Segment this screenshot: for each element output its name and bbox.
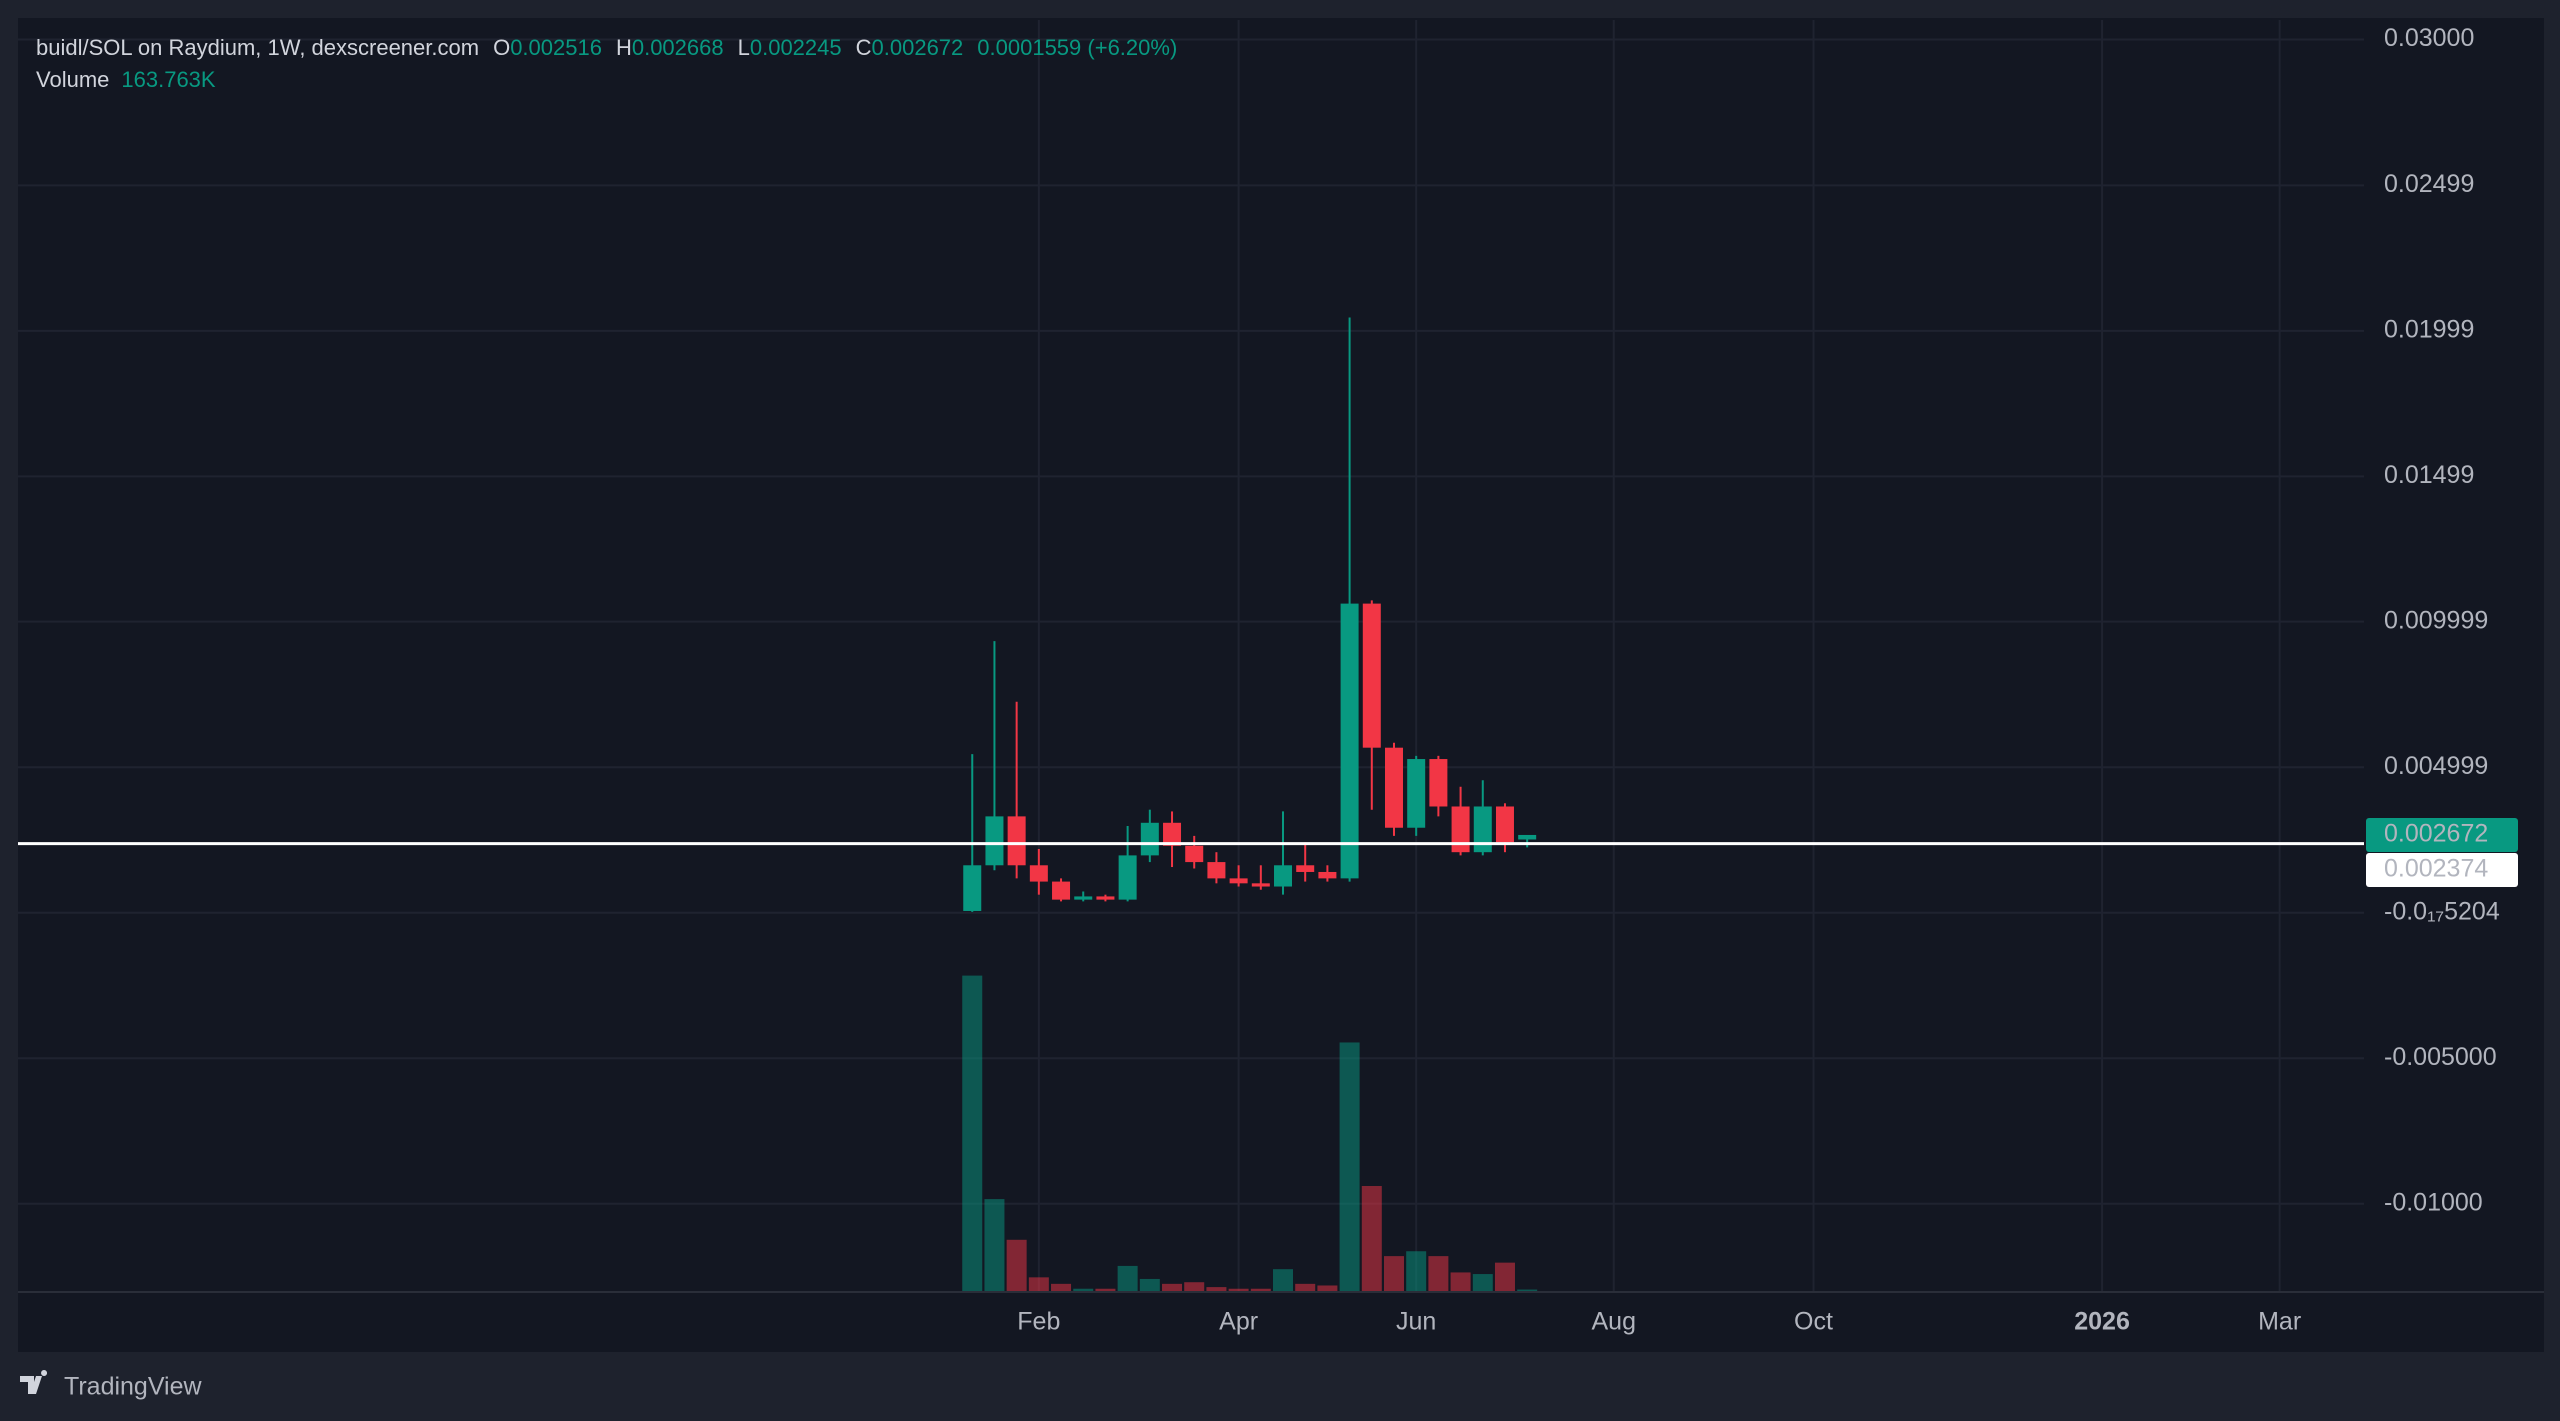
volume-bar xyxy=(962,975,983,1292)
x-tick-label: Mar xyxy=(2258,1308,2301,1336)
volume-bar xyxy=(1250,1288,1271,1292)
volume-bar xyxy=(1361,1186,1382,1292)
candle-body xyxy=(1096,896,1115,900)
y-tick-label: 0.009999 xyxy=(2384,606,2488,634)
volume-bar xyxy=(1162,1283,1183,1292)
change-value: 0.0001559 (+6.20%) xyxy=(977,35,1177,60)
volume-bar xyxy=(1073,1288,1094,1292)
open-label: O xyxy=(493,35,510,60)
y-tick-label: 0.02499 xyxy=(2384,170,2474,198)
crosshair-price-box xyxy=(2366,852,2518,887)
candle-body xyxy=(1163,822,1182,846)
candle-body xyxy=(1007,816,1026,866)
y-tick-label: 0.01999 xyxy=(2384,315,2474,343)
x-tick-label: Oct xyxy=(1794,1308,1833,1336)
x-tick-label: Aug xyxy=(1592,1308,1636,1336)
candles xyxy=(963,317,1537,912)
volume-bar xyxy=(1028,1277,1049,1292)
volume-legend: Volume 163.763K xyxy=(36,67,216,92)
candle-body xyxy=(1318,871,1337,879)
volume-bar xyxy=(1339,1042,1360,1292)
volume-bar xyxy=(1295,1283,1316,1292)
candle-body xyxy=(1118,855,1137,900)
candle-body xyxy=(1207,862,1226,879)
candle-body xyxy=(1495,806,1514,843)
volume-bar xyxy=(1273,1269,1294,1292)
y-tick-label: 0.004999 xyxy=(2384,752,2488,780)
x-tick-label: Jun xyxy=(1396,1308,1436,1336)
last-price-box xyxy=(2366,817,2518,852)
candle-body xyxy=(1029,865,1048,882)
low-label: L xyxy=(738,35,750,60)
volume-bar xyxy=(1184,1282,1205,1292)
volume-pane xyxy=(962,975,1538,1292)
candle-body xyxy=(1052,881,1071,900)
volume-bar xyxy=(1494,1262,1515,1292)
candle-body xyxy=(1384,747,1403,828)
candle-body xyxy=(1340,603,1359,879)
volume-bar xyxy=(1406,1251,1427,1292)
grid xyxy=(18,20,2364,1292)
volume-bar xyxy=(1383,1256,1404,1292)
volume-label: Volume xyxy=(36,67,109,92)
candle-body xyxy=(1185,845,1204,863)
branding: TradingView xyxy=(64,1373,203,1401)
candle-body xyxy=(1473,806,1492,853)
candle-body xyxy=(1407,759,1426,828)
volume-bar xyxy=(1206,1287,1227,1292)
y-tick-label: -0.01000 xyxy=(2384,1188,2483,1216)
candle-body xyxy=(1140,822,1159,856)
volume-bar xyxy=(1317,1285,1338,1292)
close-label: C xyxy=(856,35,872,60)
candle-body xyxy=(1274,865,1293,887)
x-tick-label: 2026 xyxy=(2074,1308,2130,1336)
volume-value: 163.763K xyxy=(121,67,216,92)
volume-bar xyxy=(1517,1289,1538,1292)
volume-bar xyxy=(1006,1239,1027,1292)
x-tick-label: Feb xyxy=(1017,1308,1060,1336)
candle-body xyxy=(1518,834,1537,840)
title: buidl/SOL on Raydium, 1W, dexscreener.co… xyxy=(36,35,479,60)
volume-bar xyxy=(1051,1283,1072,1292)
low-value: 0.002245 xyxy=(750,35,842,60)
crosshair-price-label: 0.002374 xyxy=(2384,855,2488,883)
candle-body xyxy=(1296,865,1315,872)
volume-bar xyxy=(1450,1272,1471,1292)
candle-body xyxy=(1074,896,1093,900)
last-price-label: 0.002672 xyxy=(2384,820,2488,848)
open-value: 0.002516 xyxy=(510,35,602,60)
candle-body xyxy=(1229,878,1248,884)
volume-bar xyxy=(1117,1265,1138,1292)
high-label: H xyxy=(616,35,632,60)
candle-body xyxy=(963,865,982,911)
chart-background xyxy=(18,18,2544,1352)
high-value: 0.002668 xyxy=(632,35,724,60)
y-tick-label: -0.0₁₇5204 xyxy=(2384,897,2500,925)
candle-body xyxy=(1251,883,1270,887)
tradingview-logo: TradingView xyxy=(20,1370,203,1401)
logo-icon xyxy=(20,1370,48,1394)
y-tick-label: -0.005000 xyxy=(2384,1043,2497,1071)
candle-body xyxy=(1429,759,1448,807)
candle-body xyxy=(1451,806,1470,853)
overlay: 0.03000 0.02499 0.01999 0.01499 0.009999 0.00… xyxy=(18,24,2518,1336)
volume-bar xyxy=(1472,1274,1493,1292)
candle-body xyxy=(985,816,1004,866)
x-tick-label: Apr xyxy=(1219,1308,1258,1336)
chart-title: buidl/SOL on Raydium, 1W, dexscreener.co… xyxy=(36,35,1177,60)
volume-bar xyxy=(1139,1278,1160,1292)
volume-bar xyxy=(1228,1288,1249,1292)
y-tick-label: 0.01499 xyxy=(2384,461,2474,489)
volume-bar xyxy=(1095,1288,1116,1292)
volume-bar xyxy=(1428,1256,1449,1292)
candle-body xyxy=(1362,603,1381,748)
close-value: 0.002672 xyxy=(872,35,964,60)
y-tick-label: 0.03000 xyxy=(2384,24,2474,52)
volume-bar xyxy=(984,1199,1005,1292)
